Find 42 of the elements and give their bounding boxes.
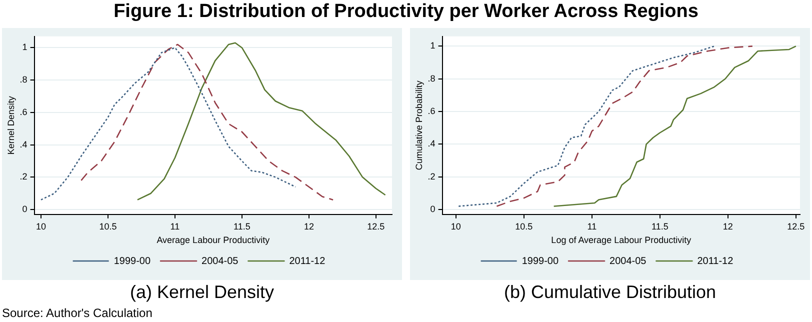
y-tick-label: 0 bbox=[430, 204, 436, 214]
y-axis-title: Kernel Density bbox=[6, 96, 16, 155]
legend-label: 2011-12 bbox=[289, 256, 326, 267]
line-series bbox=[458, 46, 715, 207]
x-tick-label: 12 bbox=[722, 221, 733, 232]
legend-label: 1999-00 bbox=[522, 256, 559, 267]
text: (a) Kernel Density bbox=[128, 281, 276, 303]
line-series bbox=[496, 46, 754, 207]
legend-label: 2004-05 bbox=[202, 256, 239, 267]
y-tick-label: .2 bbox=[20, 172, 28, 182]
x-tick-label: 11.5 bbox=[234, 221, 250, 232]
y-tick-label: 1 bbox=[22, 42, 28, 52]
y-tick-label: 0 bbox=[22, 204, 28, 214]
y-tick-label: .4 bbox=[428, 138, 436, 149]
line-series bbox=[80, 44, 334, 200]
y-tick-label: .8 bbox=[428, 73, 436, 84]
y-tick-label: .6 bbox=[428, 106, 436, 116]
x-tick-label: 11 bbox=[587, 221, 597, 232]
line-series bbox=[40, 47, 296, 200]
y-axis-title: Cumulative Probability bbox=[414, 80, 424, 170]
legend-label: 2011-12 bbox=[697, 256, 734, 267]
x-tick-label: 12 bbox=[304, 221, 314, 232]
x-tick-label: 11 bbox=[170, 221, 180, 232]
text: (b) Cumulative Distribution bbox=[502, 281, 718, 303]
y-tick-label: 1 bbox=[430, 40, 436, 51]
y-tick-label: .8 bbox=[20, 74, 28, 85]
y-tick-label: .4 bbox=[20, 139, 28, 150]
source-note: Source: Author's Calculation bbox=[2, 306, 152, 321]
legend-label: 2004-05 bbox=[610, 256, 647, 267]
x-tick-label: 10 bbox=[450, 221, 461, 232]
legend-label: 1999-00 bbox=[114, 256, 151, 267]
y-tick-label: .2 bbox=[428, 171, 436, 182]
x-tick-label: 12.5 bbox=[787, 221, 805, 232]
y-tick-label: .6 bbox=[20, 106, 28, 117]
x-axis-title: Log of Average Labour Productivity bbox=[551, 235, 692, 246]
x-tick-label: 10.5 bbox=[99, 221, 117, 232]
x-tick-label: 10.5 bbox=[515, 221, 533, 232]
text: Figure 1: Distribution of Productivity per Worker Across Regions bbox=[112, 0, 700, 24]
x-tick-label: 12.5 bbox=[367, 221, 385, 232]
x-tick-label: 11.5 bbox=[651, 221, 668, 232]
x-axis-title: Average Labour Productivity bbox=[156, 235, 270, 246]
x-tick-label: 10 bbox=[36, 221, 46, 232]
